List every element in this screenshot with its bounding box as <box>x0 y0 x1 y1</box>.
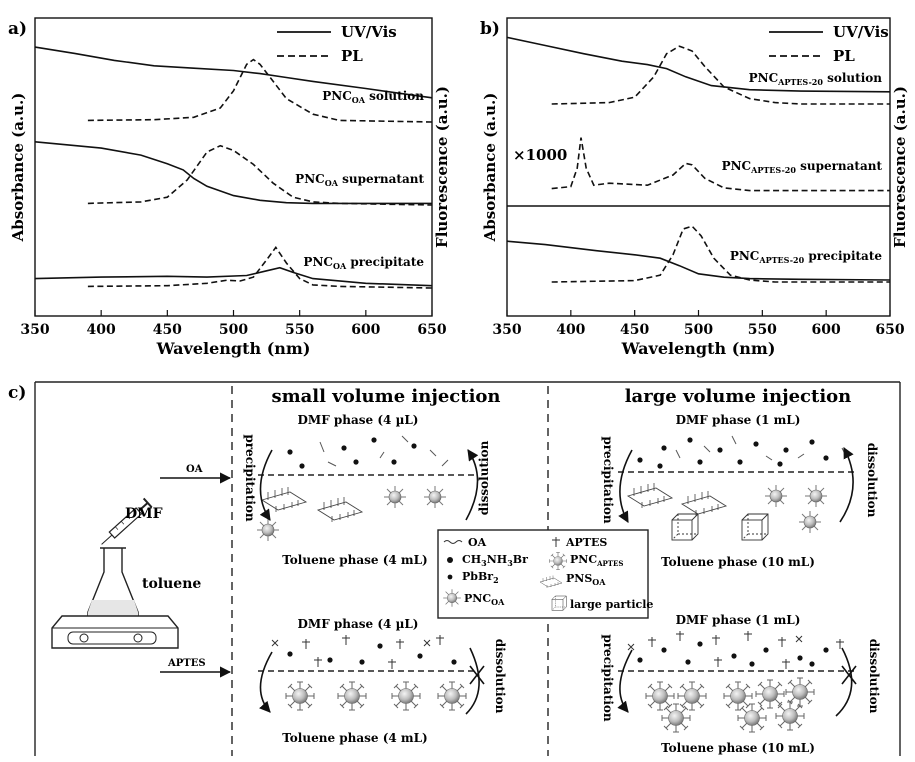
dmf-label: DMF <box>125 506 163 522</box>
panel-label: a) <box>8 19 27 39</box>
legend-large-particle: large particle <box>570 598 653 611</box>
large-oa-scheme: DMF phase (1 mL) precipitation dissoluti… <box>601 413 879 569</box>
scale-annotation: ×1000 <box>513 146 567 164</box>
large-aptes-scheme: DMF phase (1 mL) precipitation dissoluti… <box>601 613 881 755</box>
legend-ch3nh3br: CH3NH3Br <box>462 553 528 568</box>
x-tick-label: 500 <box>219 322 248 338</box>
uv-vis-line-precipitate <box>506 240 891 281</box>
trace-label-precipitate: PNCAPTES-20 precipitate <box>730 249 883 265</box>
x-tick-label: 650 <box>417 322 446 338</box>
pl-line-supernatant <box>87 144 433 206</box>
dmf-phase-large-aptes: DMF phase (1 mL) <box>676 613 801 627</box>
x-tick-label: 550 <box>285 322 314 338</box>
legend-pns-oa: PNSOA <box>566 572 606 587</box>
panel-c-frame <box>34 381 901 756</box>
legend-pnc-aptes: PNCAPTES <box>570 553 623 568</box>
x-tick-label: 400 <box>556 322 585 338</box>
x-tick-label: 550 <box>748 322 777 338</box>
uv-vis-line-solution <box>34 46 433 99</box>
dmf-phase-small-aptes: DMF phase (4 µL) <box>298 617 419 631</box>
oa-icon <box>443 540 463 544</box>
ch3nh3br-icon <box>447 557 453 563</box>
x-tick-label: 650 <box>875 322 904 338</box>
pl-line-precipitate <box>87 246 433 289</box>
trace-label-solution: PNCOA solution <box>322 89 424 105</box>
scheme-legend: OA APTES CH3NH3Br PNCAPTES PbBr2 PNSOA P… <box>437 529 653 619</box>
toluene-phase-large-aptes: Toluene phase (10 mL) <box>661 741 815 755</box>
x-tick-label: 400 <box>87 322 116 338</box>
dissolution-label-1: dissolution <box>477 440 491 515</box>
dmf-phase-large-oa: DMF phase (1 mL) <box>676 413 801 427</box>
toluene-phase-small-aptes: Toluene phase (4 mL) <box>282 731 428 745</box>
trace-label-solution: PNCAPTES-20 solution <box>749 71 883 87</box>
panel-c: c) small volume injection large volume i… <box>8 381 901 756</box>
dissolution-label-4: dissolution <box>867 639 881 714</box>
panel-label: b) <box>480 19 500 39</box>
pl-line-solution <box>87 58 433 123</box>
pbbr2-icon <box>447 574 453 580</box>
chart-panel-0: a) 350 400 450 500 550 600 650 Wavelength (nm) Ab… <box>8 17 451 358</box>
x-tick-label: 500 <box>684 322 713 338</box>
toluene-phase-large-oa: Toluene phase (10 mL) <box>661 555 815 569</box>
pnc-oa-icon <box>442 588 462 608</box>
large-volume-title: large volume injection <box>625 386 852 407</box>
legend-pbbr2: PbBr2 <box>462 570 499 585</box>
uv-vis-line-precipitate <box>34 266 433 287</box>
y-axis-label-left: Absorbance (a.u.) <box>481 93 499 243</box>
uv-vis-line-solution <box>506 36 891 93</box>
precipitation-label-3: precipitation <box>601 634 615 722</box>
x-tick-label: 350 <box>20 322 49 338</box>
legend-entry: UV/Vis <box>833 23 889 41</box>
x-tick-label: 450 <box>620 322 649 338</box>
trace-label-supernatant: PNCAPTES-20 supernatant <box>722 159 883 175</box>
x-tick-label: 450 <box>153 322 182 338</box>
small-aptes-scheme: DMF phase (4 µL) dissolution Toluene pha… <box>258 617 507 745</box>
uv-vis-line-supernatant <box>34 141 432 205</box>
panel-label-c: c) <box>8 383 26 403</box>
legend-entry: PL <box>833 47 855 65</box>
legend-entry: UV/Vis <box>341 23 397 41</box>
legend-pnc-oa: PNCOA <box>464 592 505 607</box>
x-tick-label: 350 <box>492 322 521 338</box>
toluene-label: toluene <box>142 576 201 592</box>
small-oa-scheme: DMF phase (4 µL) precipitation dissoluti… <box>243 413 491 567</box>
legend-aptes: APTES <box>565 536 607 549</box>
x-axis-label: Wavelength (nm) <box>621 339 776 358</box>
legend-oa: OA <box>468 536 487 549</box>
legend-entry: PL <box>341 47 363 65</box>
plot-frame <box>34 17 433 317</box>
y-axis-label-left: Absorbance (a.u.) <box>9 93 27 243</box>
trace-label-precipitate: PNCOA precipitate <box>303 255 424 271</box>
x-tick-label: 600 <box>351 322 380 338</box>
pl-line-solution <box>551 45 890 105</box>
dissolution-label-2: dissolution <box>493 639 507 714</box>
pnc-aptes-icon <box>549 552 567 570</box>
flask-icon <box>86 547 140 621</box>
synthesis-apparatus: DMF toluene OA APTES <box>51 464 232 678</box>
pl-line-precipitate <box>551 225 890 283</box>
precipitation-label-1: precipitation <box>243 434 257 522</box>
x-tick-label: 600 <box>812 322 841 338</box>
stirrer-icon <box>51 615 179 649</box>
trace-label-supernatant: PNCOA supernatant <box>295 172 424 188</box>
dmf-phase-small-oa: DMF phase (4 µL) <box>298 413 419 427</box>
syringe-icon <box>101 497 153 545</box>
small-volume-title: small volume injection <box>271 386 500 407</box>
x-axis-label: Wavelength (nm) <box>156 339 311 358</box>
y-axis-label-right: Fluorescence (a.u.) <box>433 86 451 248</box>
chart-panel-1: b) 350 400 450 500 550 600 650 Wavelength (nm) Ab… <box>480 17 909 358</box>
aptes-arrow-label: APTES <box>167 658 206 669</box>
precipitation-label-2: precipitation <box>601 436 615 524</box>
oa-arrow-label: OA <box>186 464 203 475</box>
toluene-phase-small-oa: Toluene phase (4 mL) <box>282 553 428 567</box>
y-axis-label-right: Fluorescence (a.u.) <box>891 86 909 248</box>
dissolution-label-3: dissolution <box>865 443 879 518</box>
pl-line-supernatant <box>551 137 890 192</box>
